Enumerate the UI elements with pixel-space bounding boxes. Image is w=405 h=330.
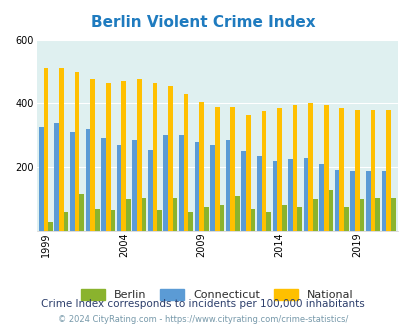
Bar <box>350 171 354 231</box>
Bar <box>230 107 234 231</box>
Bar <box>43 68 48 231</box>
Bar <box>370 110 374 231</box>
Bar <box>272 161 277 231</box>
Bar <box>85 129 90 231</box>
Bar <box>152 82 157 231</box>
Bar <box>312 199 317 231</box>
Bar <box>95 209 99 231</box>
Bar <box>194 142 199 231</box>
Bar <box>90 80 95 231</box>
Bar <box>303 158 307 231</box>
Bar <box>354 110 359 231</box>
Bar <box>307 103 312 231</box>
Bar <box>381 171 385 231</box>
Bar <box>210 145 214 231</box>
Bar <box>318 164 323 231</box>
Legend: Berlin, Connecticut, National: Berlin, Connecticut, National <box>76 284 357 304</box>
Bar <box>261 112 266 231</box>
Bar <box>183 94 188 231</box>
Bar <box>79 194 84 231</box>
Bar <box>54 122 59 231</box>
Bar <box>266 212 270 231</box>
Bar <box>101 139 106 231</box>
Bar <box>75 72 79 231</box>
Bar <box>48 222 53 231</box>
Bar <box>219 206 224 231</box>
Bar <box>241 151 245 231</box>
Bar <box>59 68 64 231</box>
Bar <box>126 199 130 231</box>
Bar <box>141 197 146 231</box>
Bar <box>365 171 370 231</box>
Text: Crime Index corresponds to incidents per 100,000 inhabitants: Crime Index corresponds to incidents per… <box>41 299 364 309</box>
Bar <box>203 207 208 231</box>
Bar <box>70 132 75 231</box>
Bar <box>168 86 173 231</box>
Bar <box>110 210 115 231</box>
Bar <box>147 150 152 231</box>
Bar <box>106 82 110 231</box>
Bar <box>297 207 301 231</box>
Bar <box>179 135 183 231</box>
Bar <box>343 207 348 231</box>
Bar <box>117 145 121 231</box>
Bar <box>245 115 250 231</box>
Bar <box>359 199 364 231</box>
Bar <box>250 209 255 231</box>
Bar <box>121 81 126 231</box>
Bar <box>339 108 343 231</box>
Bar <box>328 189 333 231</box>
Bar <box>132 140 136 231</box>
Text: © 2024 CityRating.com - https://www.cityrating.com/crime-statistics/: © 2024 CityRating.com - https://www.city… <box>58 315 347 324</box>
Bar <box>214 107 219 231</box>
Bar <box>323 105 328 231</box>
Bar <box>256 156 261 231</box>
Bar <box>292 105 297 231</box>
Bar <box>64 212 68 231</box>
Bar <box>163 135 168 231</box>
Bar <box>281 206 286 231</box>
Bar <box>136 80 141 231</box>
Bar <box>288 159 292 231</box>
Bar <box>334 170 339 231</box>
Bar <box>385 110 390 231</box>
Bar <box>225 140 230 231</box>
Bar <box>199 102 203 231</box>
Bar <box>374 197 379 231</box>
Bar <box>234 196 239 231</box>
Bar <box>390 197 394 231</box>
Bar <box>277 108 281 231</box>
Bar <box>173 197 177 231</box>
Text: Berlin Violent Crime Index: Berlin Violent Crime Index <box>90 15 315 30</box>
Bar <box>39 127 43 231</box>
Bar <box>157 210 162 231</box>
Bar <box>188 212 193 231</box>
